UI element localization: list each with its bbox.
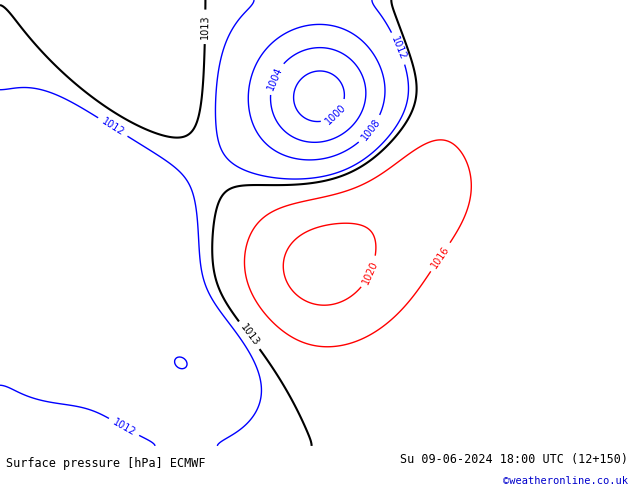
Text: 1013: 1013 bbox=[238, 322, 261, 348]
Text: 1012: 1012 bbox=[111, 416, 137, 438]
Text: 1016: 1016 bbox=[429, 244, 451, 270]
Text: 1008: 1008 bbox=[359, 117, 382, 143]
Text: 1020: 1020 bbox=[361, 259, 380, 286]
Text: 1012: 1012 bbox=[389, 35, 408, 62]
Text: 1000: 1000 bbox=[324, 102, 349, 126]
Text: ©weatheronline.co.uk: ©weatheronline.co.uk bbox=[503, 476, 628, 486]
Text: 1012: 1012 bbox=[100, 116, 126, 138]
Text: 1004: 1004 bbox=[265, 65, 284, 92]
Text: Su 09-06-2024 18:00 UTC (12+150): Su 09-06-2024 18:00 UTC (12+150) bbox=[399, 453, 628, 466]
Text: Surface pressure [hPa] ECMWF: Surface pressure [hPa] ECMWF bbox=[6, 457, 206, 470]
Text: 1013: 1013 bbox=[200, 15, 210, 39]
